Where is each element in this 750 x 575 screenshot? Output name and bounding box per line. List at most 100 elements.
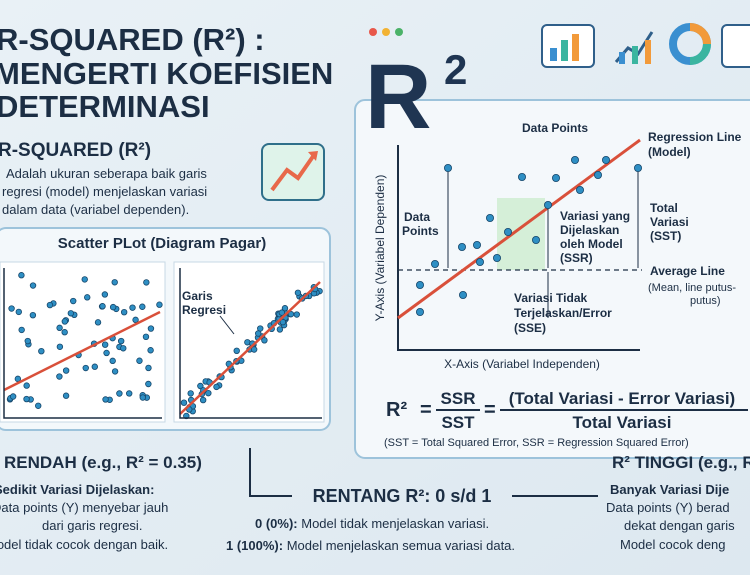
dot [197,382,204,390]
dot [29,311,37,319]
dot [109,303,117,311]
label: Variasi yang [560,209,630,223]
dot [199,396,207,404]
dot [147,347,154,354]
dot [29,282,37,289]
dot [457,242,466,251]
pointer [219,315,235,335]
range-bracket [249,448,598,497]
formula-note: (SST = Total Squared Error, SSR = Regres… [384,437,689,449]
formula: = [484,399,496,421]
dot [56,373,63,380]
formula: SST [441,413,475,432]
dot [143,279,150,286]
regression-label: Garis [182,289,213,303]
dot [23,395,30,403]
dot [109,357,116,365]
scatter-title: Scatter PLot (Diagram Pagar) [58,235,266,252]
range-text: Model tidak menjelaskan variasi. [298,516,489,531]
label: (Mean, line putus- [648,282,736,294]
dot [532,235,541,244]
axes [397,145,640,351]
dot [571,155,580,164]
label: Data Points [522,121,588,135]
regression-label: Regresi [182,303,226,317]
formula: = [420,399,432,421]
dot [485,213,494,222]
dot [8,305,15,312]
dot [61,329,68,336]
dot [187,390,194,397]
high-line: Model cocok deng [620,537,726,552]
brackets [447,168,639,318]
dot [56,343,64,350]
dot [120,308,128,316]
dot [430,259,439,268]
dot [492,253,501,262]
dot [415,307,424,316]
growth-icon [261,143,325,201]
dot [293,311,300,318]
dot [233,347,240,355]
dot [261,337,268,344]
dot [62,367,70,374]
range-item: 0 (0%): Model tidak menjelaskan variasi. [255,516,489,531]
dot [139,303,146,310]
formula: SSR [441,389,476,408]
dot [576,185,585,194]
formula: (Total Variasi - Error Variasi) [509,389,735,408]
dot [458,290,467,299]
dot [147,325,155,332]
dot [103,349,110,357]
dot [38,347,45,355]
dot [61,318,69,325]
dot [111,368,119,375]
dot [132,316,139,324]
mini-axes [3,268,322,419]
dot [415,280,424,289]
high-heading: R² TINGGI (e.g., R² [612,453,750,472]
dot [14,375,22,383]
dot [35,402,42,409]
title-line: R-SQUARED (R²) : [0,22,265,57]
dot [443,163,452,172]
r-superscript: 2 [444,46,467,93]
formula: Total Variasi [573,413,672,432]
dot [116,390,123,397]
dot [94,319,102,326]
dot [18,326,25,334]
dot [102,396,109,403]
dot [101,291,109,298]
definition-heading: R-SQUARED (R²) [0,140,151,161]
dot [602,155,611,164]
dot [634,163,643,172]
dot [145,364,152,372]
dot [111,279,118,286]
dot [99,303,106,310]
high-regression-line [179,281,321,415]
dot [255,330,262,337]
dot [56,324,63,332]
dot [156,301,163,308]
dot [475,257,484,266]
high-line: Banyak Variasi Dije [610,482,729,497]
dot [126,390,133,397]
dot [472,240,481,249]
low-dots [6,272,163,409]
dot [23,382,30,389]
range-key: 0 (0%): [255,516,298,531]
low-line: Model tidak cocok dengan baik. [0,537,168,552]
y-axis-label: Y-Axis (Variabel Dependen) [373,175,387,322]
dot [250,346,258,353]
dot [145,380,152,388]
dot [117,337,125,345]
high-line: Data points (Y) berad [606,500,730,515]
dot [15,308,22,316]
dot [136,357,143,364]
diagram-dots [415,155,643,316]
low-line: dari garis regresi. [42,518,142,533]
dot [518,172,527,181]
definition-line: regresi (model) menjelaskan variasi [2,184,207,199]
label: Data [404,210,430,224]
